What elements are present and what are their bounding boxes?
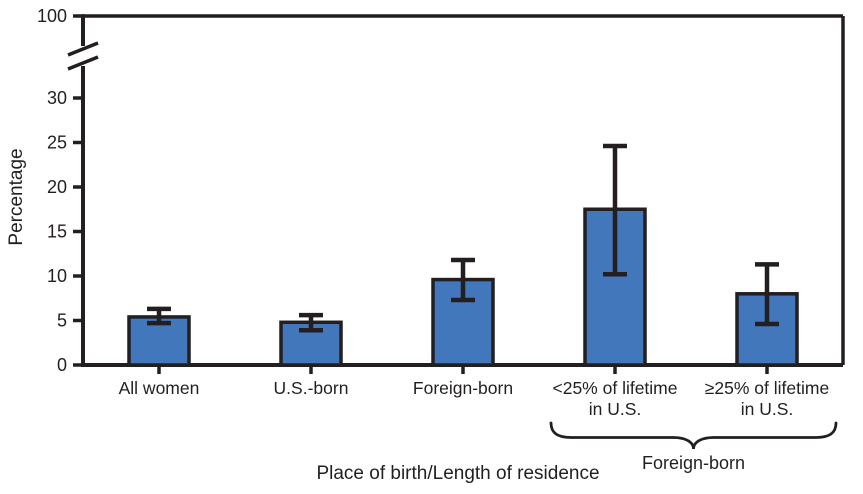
axis-break-slash bbox=[67, 55, 99, 71]
y-tick-label: 30 bbox=[47, 88, 67, 108]
group-brace bbox=[549, 421, 838, 450]
y-tick-label: 10 bbox=[47, 266, 67, 286]
category-label: All women bbox=[119, 378, 200, 398]
category-label: in U.S. bbox=[741, 399, 794, 419]
y-axis-title: Percentage bbox=[6, 148, 27, 245]
category-label: ≥25% of lifetime bbox=[705, 378, 829, 398]
y-tick-label: 25 bbox=[47, 133, 67, 153]
y-tick-label: 20 bbox=[47, 177, 67, 197]
group-annotation-label: Foreign-born bbox=[642, 453, 745, 473]
y-tick-label: 100 bbox=[37, 6, 67, 26]
category-label: U.S.-born bbox=[274, 378, 349, 398]
category-label: Foreign-born bbox=[413, 378, 513, 398]
y-tick-label: 0 bbox=[57, 355, 67, 375]
y-tick-label: 5 bbox=[57, 311, 67, 331]
category-label: <25% of lifetime bbox=[553, 378, 678, 398]
category-label: in U.S. bbox=[589, 399, 642, 419]
x-axis-title: Place of birth/Length of residence bbox=[316, 463, 599, 484]
y-tick-label: 15 bbox=[47, 222, 67, 242]
axis-break-slash bbox=[67, 41, 99, 57]
